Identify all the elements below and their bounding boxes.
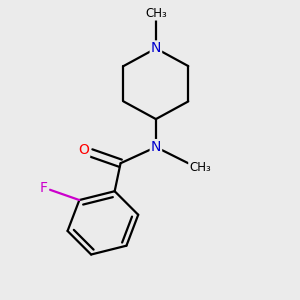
Text: O: O — [78, 143, 89, 157]
Text: CH₃: CH₃ — [145, 7, 167, 20]
Text: CH₃: CH₃ — [189, 161, 211, 174]
Text: N: N — [151, 140, 161, 154]
Text: F: F — [40, 181, 48, 195]
Text: N: N — [151, 41, 161, 56]
